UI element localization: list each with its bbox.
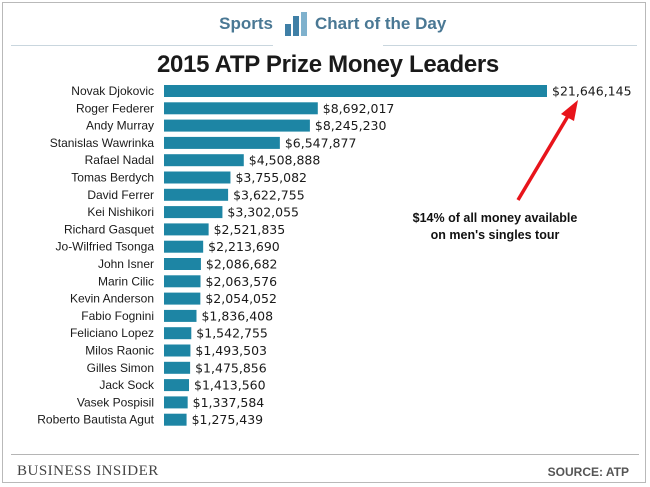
annotation-layer: $14% of all money available on men's sing… bbox=[413, 211, 578, 242]
value-label: $3,622,755 bbox=[233, 187, 305, 202]
bar[interactable] bbox=[164, 188, 229, 201]
category-label: Roberto Bautista Agut bbox=[37, 413, 154, 427]
bar[interactable] bbox=[164, 292, 201, 305]
bar[interactable] bbox=[164, 119, 310, 132]
bars-layer: Novak Djokovic $21,646,145 Roger Federer $8… bbox=[37, 84, 631, 428]
category-label: Novak Djokovic bbox=[71, 84, 154, 98]
bar[interactable] bbox=[164, 309, 197, 322]
value-label: $1,275,439 bbox=[192, 412, 264, 427]
section-label[interactable]: Sports bbox=[219, 14, 273, 33]
value-label: $1,337,584 bbox=[193, 395, 265, 410]
bar[interactable] bbox=[164, 379, 190, 392]
chart-card: Sports Chart of the Day 2015 ATP Prize M… bbox=[2, 2, 646, 483]
value-label: $1,493,503 bbox=[195, 343, 267, 358]
category-label: Marin Cilic bbox=[98, 274, 154, 288]
annotation-text: on men's singles tour bbox=[431, 228, 560, 242]
category-label: Stanislas Wawrinka bbox=[50, 136, 155, 150]
bar-chart-icon bbox=[285, 12, 307, 36]
category-label: Roger Federer bbox=[76, 101, 154, 115]
category-label: David Ferrer bbox=[87, 188, 154, 202]
header-divider bbox=[11, 45, 273, 46]
bar[interactable] bbox=[164, 171, 231, 184]
source-note: SOURCE: ATP bbox=[547, 465, 629, 479]
category-label: Milos Raonic bbox=[85, 344, 154, 358]
footer-divider bbox=[11, 454, 639, 455]
bar[interactable] bbox=[164, 136, 280, 149]
bar[interactable] bbox=[164, 223, 209, 236]
value-label: $8,692,017 bbox=[323, 101, 395, 116]
bar[interactable] bbox=[164, 413, 187, 426]
header-divider bbox=[383, 45, 637, 46]
category-label: John Isner bbox=[98, 257, 154, 271]
value-label: $1,475,856 bbox=[195, 360, 267, 375]
category-label: Rafael Nadal bbox=[85, 153, 154, 167]
value-label: $8,245,230 bbox=[315, 118, 387, 133]
category-label: Vasek Pospisil bbox=[77, 395, 154, 409]
bar[interactable] bbox=[164, 154, 244, 167]
bar[interactable] bbox=[164, 275, 201, 288]
bar[interactable] bbox=[164, 327, 192, 340]
brand-text: Business Insider bbox=[17, 463, 159, 479]
category-label: Gilles Simon bbox=[87, 361, 154, 375]
annotation-text: $14% of all money available bbox=[413, 211, 578, 225]
chart-title: 2015 ATP Prize Money Leaders bbox=[157, 51, 499, 78]
value-label: $21,646,145 bbox=[552, 84, 632, 99]
category-label: Feliciano Lopez bbox=[70, 326, 154, 340]
category-label: Jo-Wilfried Tsonga bbox=[56, 240, 155, 254]
header: Sports Chart of the Day bbox=[3, 12, 645, 46]
bar[interactable] bbox=[164, 361, 191, 374]
category-label: Jack Sock bbox=[99, 378, 155, 392]
category-label: Richard Gasquet bbox=[64, 222, 155, 236]
value-label: $1,413,560 bbox=[194, 378, 266, 393]
bar[interactable] bbox=[164, 240, 204, 253]
value-label: $3,755,082 bbox=[235, 170, 307, 185]
value-label: $2,063,576 bbox=[206, 274, 278, 289]
series-label[interactable]: Chart of the Day bbox=[315, 14, 447, 33]
value-label: $6,547,877 bbox=[285, 135, 357, 150]
bar[interactable] bbox=[164, 85, 547, 97]
value-label: $2,521,835 bbox=[214, 222, 286, 237]
bar[interactable] bbox=[164, 344, 191, 357]
category-label: Kevin Anderson bbox=[70, 292, 154, 306]
bar[interactable] bbox=[164, 258, 201, 270]
category-label: Fabio Fognini bbox=[81, 309, 154, 323]
category-label: Andy Murray bbox=[86, 119, 154, 133]
annotation-arrow-layer bbox=[516, 100, 578, 201]
brand-logo[interactable]: Business Insider bbox=[17, 463, 159, 480]
bar[interactable] bbox=[164, 102, 318, 115]
value-label: $2,086,682 bbox=[206, 257, 278, 272]
value-label: $2,213,690 bbox=[208, 239, 280, 254]
value-label: $1,836,408 bbox=[201, 308, 273, 323]
annotation-arrow-shaft bbox=[516, 115, 570, 201]
bar[interactable] bbox=[164, 206, 223, 219]
bar[interactable] bbox=[164, 396, 188, 409]
value-label: $1,542,755 bbox=[196, 326, 268, 341]
value-label: $3,302,055 bbox=[227, 205, 299, 220]
value-label: $4,508,888 bbox=[249, 153, 321, 168]
category-label: Tomas Berdych bbox=[71, 171, 154, 185]
category-label: Kei Nishikori bbox=[87, 205, 154, 219]
value-label: $2,054,052 bbox=[205, 291, 277, 306]
annotation-arrow-head bbox=[561, 100, 578, 121]
